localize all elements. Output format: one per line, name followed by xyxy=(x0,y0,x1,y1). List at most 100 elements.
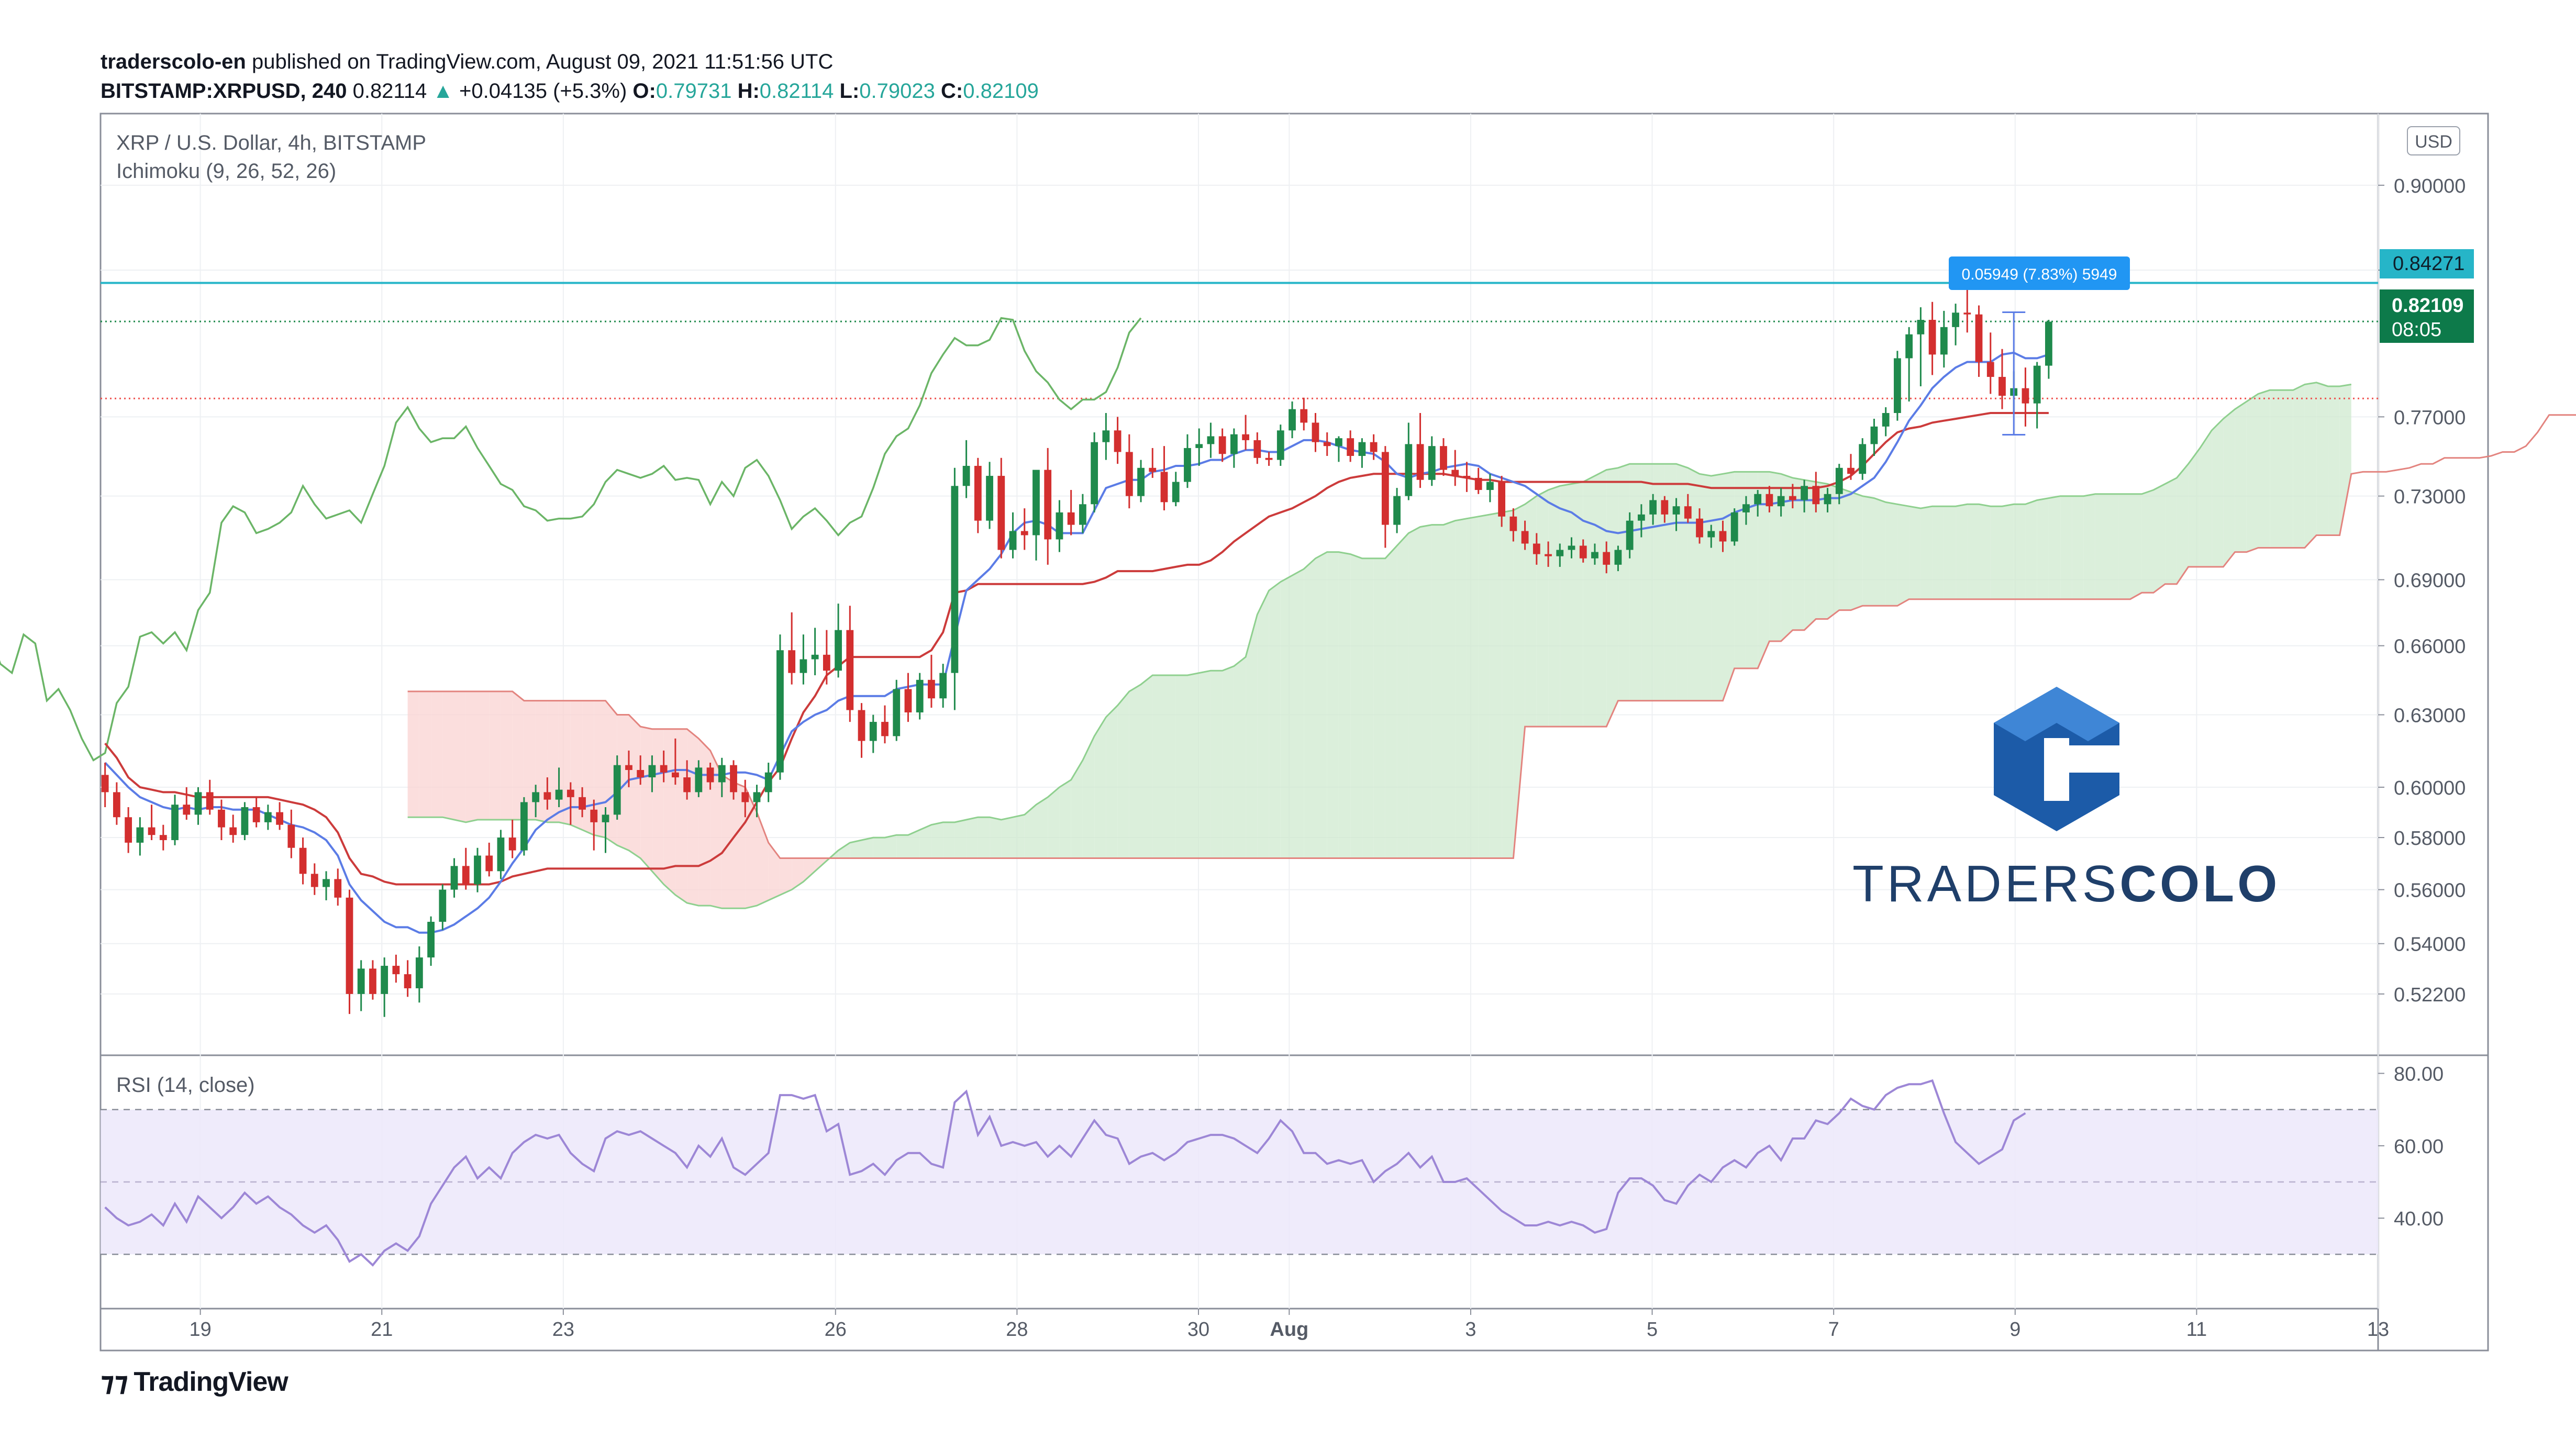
cloud-segment xyxy=(1851,492,1863,610)
cloud-segment xyxy=(1723,472,1735,701)
senkou-span-a-line xyxy=(407,382,2352,909)
kijun-sen-line xyxy=(104,412,2049,886)
cloud-segment xyxy=(721,775,734,909)
cloud-segment xyxy=(1583,476,1595,727)
candle-body xyxy=(1300,409,1308,423)
cloud-segment xyxy=(1327,552,1339,858)
high-value: 0.82114 xyxy=(759,80,834,103)
candle-body xyxy=(590,809,598,822)
candle-body xyxy=(904,689,912,713)
cloud-segment xyxy=(1700,474,1712,701)
resistance-price-tag: 0.84271 xyxy=(2380,249,2474,278)
cloud-segment xyxy=(687,729,699,906)
cloud-segment xyxy=(1758,472,1770,668)
time-tick-label: 23 xyxy=(552,1319,574,1341)
publisher-name[interactable]: traderscolo-en xyxy=(101,50,246,73)
cloud-segment xyxy=(1082,736,1095,858)
logo-c-notch-icon xyxy=(2062,745,2120,773)
price-tick-label: 0.56000 xyxy=(2394,880,2466,902)
candle-body xyxy=(1975,314,1983,362)
symbol-label: BITSTAMP:XRPUSD, 240 xyxy=(101,80,347,103)
candle-body xyxy=(869,722,877,741)
candle-body xyxy=(613,765,621,815)
cloud-segment xyxy=(454,691,466,822)
candles xyxy=(101,277,2052,1017)
cloud-segment xyxy=(512,691,524,820)
cloud-segment xyxy=(1711,474,1723,701)
candle-body xyxy=(1568,545,1575,550)
rsi-tick-label: 80.00 xyxy=(2394,1064,2444,1086)
candle-body xyxy=(357,968,365,994)
ichimoku-cloud xyxy=(407,382,2576,909)
cloud-segment xyxy=(2258,390,2270,548)
time-tick-label: 3 xyxy=(1465,1319,1476,1341)
cloud-segment xyxy=(663,729,675,895)
price-tick-label: 0.90000 xyxy=(2394,175,2466,197)
candle-body xyxy=(1545,554,1552,556)
price-tick-label: 0.54000 xyxy=(2394,934,2466,956)
cloud-segment xyxy=(1431,524,1444,858)
cloud-segment xyxy=(1571,482,1583,727)
cloud-segment xyxy=(943,822,955,858)
cloud-segment xyxy=(2246,394,2258,552)
cloud-segment xyxy=(489,691,501,820)
time-axis[interactable]: 19 21 23 26 28 30 Aug 3 5 7 9 11 13 xyxy=(189,1309,2389,1341)
cloud-segment xyxy=(1152,675,1164,858)
candle-body xyxy=(543,792,551,800)
rsi-line xyxy=(104,1079,2026,1267)
candle-body xyxy=(508,838,516,851)
measure-tool[interactable]: 0.05949 (7.83%) 5949 xyxy=(1949,256,2130,436)
candle-body xyxy=(1521,531,1529,544)
candle-body xyxy=(625,765,632,771)
cloud-segment xyxy=(710,750,722,909)
candle-body xyxy=(753,792,761,802)
candle-body xyxy=(1184,448,1191,482)
cloud-segment xyxy=(2153,484,2166,593)
tradingview-footer[interactable]: ⁊⁊ TradingView xyxy=(101,1366,288,1398)
cloud-segment xyxy=(629,715,641,858)
cloud-segment xyxy=(1862,496,1874,606)
cloud-segment xyxy=(1536,490,1549,727)
ichimoku-legend: Ichimoku (9, 26, 52, 26) xyxy=(116,160,336,183)
cloud-segment xyxy=(1676,464,1688,701)
cloud-segment xyxy=(1024,805,1036,858)
publish-line: traderscolo-en published on TradingView.… xyxy=(101,47,2457,76)
candle-body xyxy=(101,775,109,793)
currency-badge[interactable]: USD xyxy=(2407,126,2460,155)
cloud-segment xyxy=(1292,569,1304,858)
candle-body xyxy=(1754,494,1762,505)
candle-body xyxy=(1928,320,1936,355)
logo-wordmark: TRADERSCOLO xyxy=(1852,855,2280,912)
cloud-segment xyxy=(2293,384,2305,548)
price-axis[interactable]: 0.900000.850000.770000.730000.690000.660… xyxy=(2378,175,2466,1230)
cloud-segment xyxy=(1211,671,1223,858)
candle-body xyxy=(1172,482,1180,503)
cloud-segment xyxy=(1455,518,1467,858)
candle-body xyxy=(1789,496,1796,500)
cloud-segment xyxy=(1106,705,1118,858)
candle-body xyxy=(1998,377,2006,396)
cloud-segment xyxy=(1408,527,1420,858)
cloud-segment xyxy=(1560,484,1572,727)
candle-body xyxy=(264,812,272,822)
cloud-segment xyxy=(617,715,629,851)
cloud-segment xyxy=(1874,498,1886,606)
cloud-segment xyxy=(1059,779,1071,858)
candle-body xyxy=(928,679,935,699)
cloud-segment xyxy=(1641,464,1653,701)
cloud-segment xyxy=(1956,504,1968,599)
candle-body xyxy=(474,855,481,885)
logo-hexagon-top-icon xyxy=(1994,687,2119,741)
cloud-segment xyxy=(2223,409,2235,567)
candle-body xyxy=(1766,494,1773,507)
candle-body xyxy=(415,957,423,989)
last-price-tag: 0.82109 08:05 xyxy=(2380,289,2474,343)
price-tick-label: 0.77000 xyxy=(2394,407,2466,429)
cloud-segment xyxy=(1350,554,1362,858)
cloud-segment xyxy=(780,858,792,895)
candle-body xyxy=(276,812,283,825)
candle-body xyxy=(951,486,959,673)
cloud-segment xyxy=(1385,545,1397,858)
candle-body xyxy=(241,807,249,835)
